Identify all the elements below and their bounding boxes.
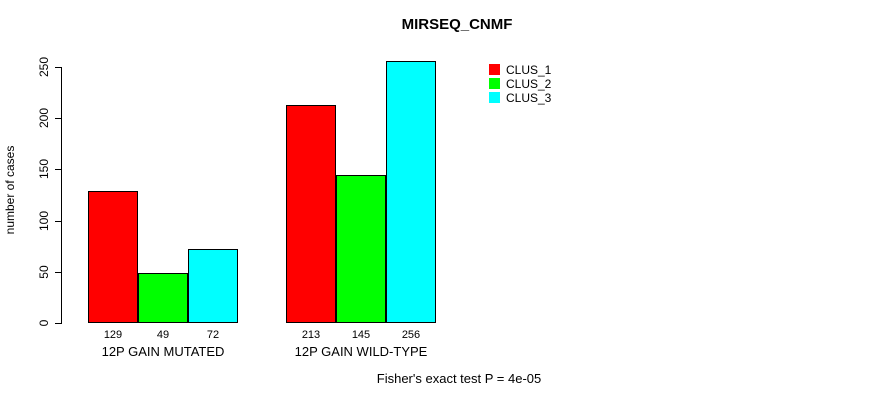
x-category-label: 12P GAIN MUTATED — [101, 344, 225, 359]
y-tick-label: 200 — [37, 108, 51, 129]
x-category-label: 12P GAIN WILD-TYPE — [294, 344, 428, 359]
legend-swatch — [489, 78, 500, 89]
y-tick-label: 50 — [37, 265, 51, 279]
y-tick-label: 100 — [37, 210, 51, 231]
y-tick — [55, 220, 61, 222]
bar-value-label: 213 — [301, 329, 321, 341]
footnote: Fisher's exact test P = 4e-05 — [376, 371, 542, 386]
bar — [336, 175, 386, 323]
y-tick — [55, 67, 61, 68]
bar-value-label: 256 — [401, 329, 421, 341]
bar — [386, 61, 436, 323]
bar — [188, 249, 238, 323]
bar — [138, 273, 188, 323]
chart-title: MIRSEQ_CNMF — [401, 16, 513, 33]
legend-label: CLUS_3 — [506, 90, 552, 105]
y-tick — [55, 169, 61, 171]
legend-item: CLUS_1 — [489, 62, 552, 77]
legend-swatch — [489, 64, 500, 75]
y-tick — [55, 271, 61, 273]
bar-value-label: 72 — [206, 329, 220, 341]
y-tick — [55, 323, 61, 324]
legend-swatch — [489, 92, 500, 103]
y-tick-label: 250 — [37, 56, 51, 78]
legend-label: CLUS_1 — [506, 62, 552, 77]
legend: CLUS_1 CLUS_2 CLUS_3 — [489, 63, 551, 105]
bar-value-label: 49 — [156, 329, 170, 341]
y-axis-line — [61, 67, 62, 324]
bar — [88, 191, 138, 323]
legend-item: CLUS_2 — [489, 76, 552, 91]
bar-value-label: 129 — [103, 329, 123, 341]
y-axis-title: number of cases — [3, 145, 17, 235]
y-tick — [55, 118, 61, 120]
legend-label: CLUS_2 — [506, 76, 552, 91]
y-tick-label: 0 — [37, 319, 51, 327]
y-tick-label: 150 — [37, 159, 51, 180]
legend-item: CLUS_3 — [489, 90, 552, 105]
bar — [286, 105, 336, 323]
bar-value-label: 145 — [351, 329, 371, 341]
